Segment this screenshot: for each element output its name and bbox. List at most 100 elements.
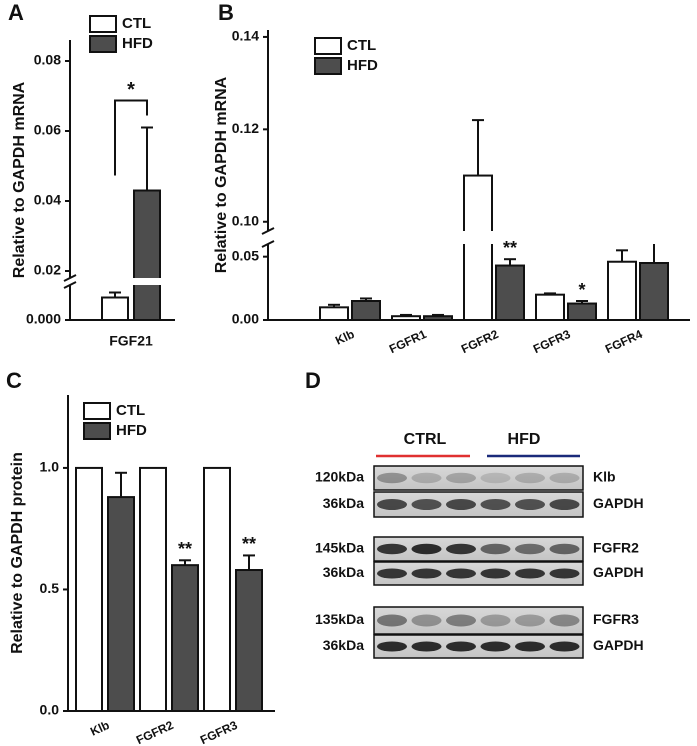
blot-band — [411, 568, 442, 579]
bar — [607, 260, 637, 322]
legend-swatch — [314, 37, 342, 55]
protein-label: GAPDH — [593, 564, 644, 580]
panel-label: A — [8, 0, 24, 25]
y-tick-label: 0.08 — [34, 52, 61, 68]
blot-strip — [373, 561, 584, 586]
y-tick-label: 0.00 — [232, 311, 259, 327]
bar — [535, 293, 565, 321]
significance-bracket — [114, 99, 148, 176]
significance-label: * — [578, 280, 585, 300]
significance-label: ** — [242, 534, 256, 554]
y-tick-label: 0.14 — [232, 28, 259, 44]
y-tick-label: 0.12 — [232, 120, 259, 136]
blot-band — [480, 472, 511, 484]
blot-strip — [373, 465, 584, 491]
panel-label: D — [305, 368, 321, 393]
legend-label: HFD — [347, 57, 378, 74]
blot-strip — [373, 634, 584, 659]
bar — [235, 569, 263, 712]
legend-swatch — [89, 35, 117, 53]
blot-band — [515, 543, 545, 555]
significance-label: * — [127, 79, 135, 101]
blot-band — [446, 472, 476, 484]
blot-strip — [373, 491, 584, 518]
y-tick-label: 0.0 — [40, 702, 60, 718]
bar — [203, 466, 231, 712]
bar — [133, 189, 161, 321]
blot-band — [515, 568, 545, 579]
x-tick-label: FGFR3 — [198, 718, 240, 746]
blot-band — [515, 614, 545, 627]
bar — [567, 302, 597, 321]
size-label: 36kDa — [323, 564, 364, 580]
y-tick-label: 0.10 — [232, 212, 259, 228]
bar — [639, 262, 669, 321]
legend-label: HFD — [116, 422, 147, 439]
x-tick-label: FGFR2 — [459, 327, 501, 356]
size-label: 36kDa — [323, 495, 364, 511]
bar — [139, 466, 167, 712]
y-tick-label: 0.000 — [26, 311, 61, 327]
blot-band — [480, 641, 511, 652]
blot-band — [549, 568, 580, 579]
legend-label: HFD — [122, 35, 153, 52]
blot-band — [480, 614, 511, 627]
blot-band — [549, 641, 580, 652]
x-tick-label: FGFR4 — [603, 327, 645, 356]
x-tick-label: Klb — [88, 718, 111, 739]
blot-band — [549, 614, 580, 627]
y-axis-title: Relative to GAPDH protein — [9, 452, 26, 654]
blot-band — [480, 568, 511, 579]
axis-break-mark — [63, 274, 77, 282]
blot-band — [411, 499, 442, 510]
blot-band — [377, 614, 407, 627]
bar — [171, 564, 199, 713]
blot-band — [411, 614, 442, 627]
protein-label: FGFR3 — [593, 611, 639, 627]
size-label: 145kDa — [315, 540, 364, 556]
size-label: 120kDa — [315, 469, 364, 485]
blot-band — [549, 543, 580, 555]
axis-break — [260, 231, 676, 244]
blot-band — [377, 472, 407, 484]
legend-label: CTL — [122, 15, 151, 32]
y-axis-title: Relative to GAPDH mRNA — [11, 81, 28, 278]
y-tick-label: 0.02 — [34, 262, 61, 278]
x-tick-label: FGF21 — [109, 333, 153, 349]
blot-band — [480, 499, 511, 510]
blot-band — [515, 499, 545, 510]
protein-label: Klb — [593, 469, 616, 485]
significance-label: ** — [178, 539, 192, 559]
blot-band — [549, 499, 580, 510]
blot-band — [411, 641, 442, 652]
y-tick-label: 0.06 — [34, 122, 61, 138]
y-tick-label: 1.0 — [40, 459, 60, 475]
y-tick-label: 0.05 — [232, 247, 259, 263]
blot-band — [411, 472, 442, 484]
size-label: 135kDa — [315, 611, 364, 627]
group-label: HFD — [508, 431, 541, 448]
protein-label: FGFR2 — [593, 540, 639, 556]
axis-break-mark — [261, 227, 275, 235]
blot-strip — [373, 606, 584, 635]
bar — [463, 174, 493, 321]
blot-band — [515, 641, 545, 652]
protein-label: GAPDH — [593, 637, 644, 653]
blot-band — [377, 568, 407, 579]
legend-swatch — [83, 422, 111, 440]
bar — [75, 466, 103, 712]
blot-band — [377, 499, 407, 510]
blot-band — [377, 543, 407, 555]
blot-strip — [373, 536, 584, 562]
bar — [319, 306, 349, 322]
significance-label: ** — [503, 238, 517, 258]
blot-band — [446, 543, 476, 555]
legend-swatch — [314, 57, 342, 75]
x-tick-label: Klb — [333, 327, 356, 348]
axis-break-mark — [261, 240, 275, 248]
panel-label: C — [6, 368, 22, 393]
panel-label: B — [218, 0, 234, 25]
protein-label: GAPDH — [593, 495, 644, 511]
blot-band — [549, 472, 580, 484]
